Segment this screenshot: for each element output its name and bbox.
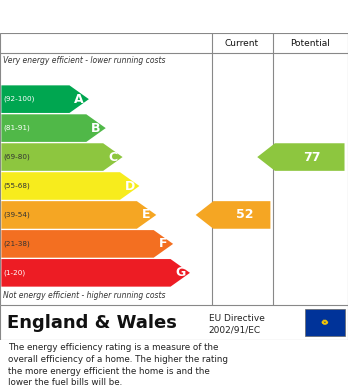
Text: (39-54): (39-54) [3, 212, 30, 218]
Polygon shape [196, 201, 270, 229]
Text: D: D [125, 179, 135, 192]
Polygon shape [1, 230, 173, 258]
Text: (81-91): (81-91) [3, 125, 30, 131]
Text: ★: ★ [323, 319, 326, 323]
Text: (69-80): (69-80) [3, 154, 30, 160]
Text: ★: ★ [324, 320, 328, 324]
Text: ★: ★ [323, 322, 326, 326]
Text: Energy Efficiency Rating: Energy Efficiency Rating [9, 9, 219, 24]
Polygon shape [1, 143, 122, 171]
Bar [304, 309, 345, 336]
Text: ★: ★ [322, 322, 325, 326]
Text: (1-20): (1-20) [3, 270, 26, 276]
Polygon shape [1, 201, 156, 229]
Text: England & Wales: England & Wales [7, 314, 177, 332]
Text: E: E [142, 208, 151, 221]
Text: ★: ★ [321, 321, 324, 325]
Text: (55-68): (55-68) [3, 183, 30, 189]
Text: ★: ★ [322, 319, 325, 323]
Text: ★: ★ [324, 321, 328, 325]
Text: ★: ★ [321, 320, 325, 324]
Text: Current: Current [225, 39, 259, 48]
Text: (21-38): (21-38) [3, 240, 30, 247]
Polygon shape [1, 259, 190, 287]
Text: ★: ★ [325, 321, 329, 325]
Text: Very energy efficient - lower running costs: Very energy efficient - lower running co… [3, 56, 165, 65]
Text: The energy efficiency rating is a measure of the
overall efficiency of a home. T: The energy efficiency rating is a measur… [8, 343, 228, 387]
Text: ★: ★ [324, 319, 327, 323]
Polygon shape [1, 85, 89, 113]
Text: F: F [159, 237, 167, 250]
Text: 52: 52 [236, 208, 253, 221]
Text: B: B [91, 122, 101, 135]
Polygon shape [1, 114, 106, 142]
Text: (92-100): (92-100) [3, 96, 35, 102]
Text: Not energy efficient - higher running costs: Not energy efficient - higher running co… [3, 291, 165, 300]
Text: C: C [108, 151, 117, 163]
Text: A: A [74, 93, 84, 106]
Polygon shape [257, 143, 345, 171]
Text: Potential: Potential [290, 39, 330, 48]
Text: EU Directive: EU Directive [209, 314, 265, 323]
Text: 2002/91/EC: 2002/91/EC [209, 326, 261, 335]
Polygon shape [1, 172, 140, 200]
Text: ★: ★ [324, 322, 327, 326]
Text: ★: ★ [321, 321, 325, 325]
Text: G: G [175, 266, 185, 279]
Text: 77: 77 [303, 151, 321, 163]
